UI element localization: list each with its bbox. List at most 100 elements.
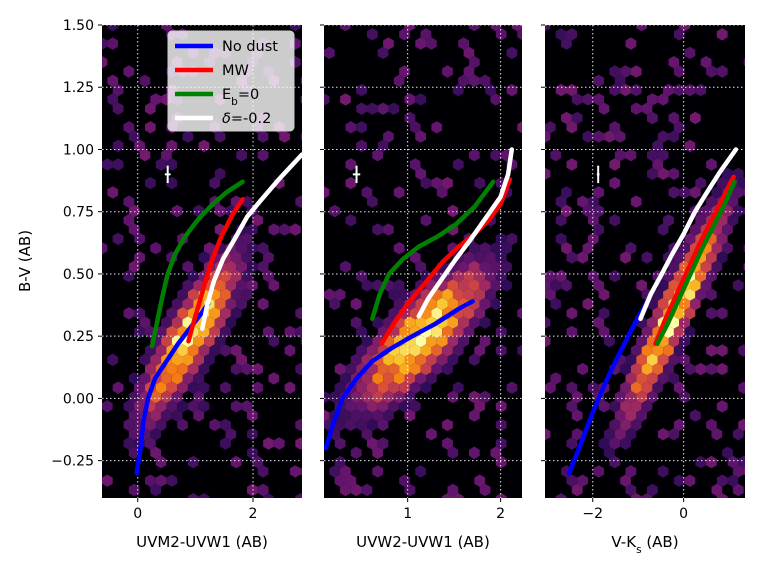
density-hexbin	[350, 316, 362, 329]
density-hexbin	[684, 325, 696, 339]
density-hexbin	[182, 260, 194, 273]
density-hexbin	[324, 288, 335, 301]
density-hexbin	[679, 186, 690, 199]
density-hexbin	[604, 130, 615, 143]
density-hexbin	[684, 474, 696, 487]
density-hexbin	[506, 381, 518, 394]
density-hexbin	[150, 353, 162, 366]
density-hexbin	[166, 400, 178, 413]
density-hexbin	[668, 260, 680, 273]
density-hexbin	[695, 455, 707, 469]
density-hexbin	[123, 269, 135, 283]
density-hexbin	[171, 372, 183, 385]
density-hexbin	[679, 390, 690, 404]
density-hexbin	[517, 307, 522, 320]
density-hexbin	[495, 418, 507, 432]
density-hexbin	[609, 158, 621, 171]
density-hexbin	[214, 279, 226, 292]
density-hexbin	[263, 269, 274, 283]
density-hexbin	[209, 325, 221, 339]
density-hexbin	[614, 409, 626, 422]
density-hexbin	[356, 400, 367, 413]
density-hexbin	[166, 158, 178, 171]
density-hexbin	[420, 28, 432, 41]
density-hexbin	[128, 446, 140, 459]
density-hexbin	[620, 362, 631, 376]
density-hexbin	[289, 465, 301, 478]
density-hexbin	[625, 428, 637, 441]
density-hexbin	[329, 297, 341, 311]
density-hexbin	[566, 474, 578, 487]
density-hexbin	[469, 390, 480, 404]
density-hexbin	[663, 269, 674, 283]
density-hexbin	[209, 344, 221, 357]
density-hexbin	[479, 242, 491, 255]
density-hexbin	[593, 93, 605, 106]
density-hexbin	[252, 214, 264, 227]
density-hexbin	[598, 400, 610, 413]
density-hexbin	[123, 121, 135, 134]
density-hexbin	[690, 409, 701, 422]
density-hexbin	[620, 418, 631, 432]
density-hexbin	[166, 474, 178, 487]
density-hexbin	[257, 130, 269, 143]
density-hexbin	[236, 297, 247, 311]
density-hexbin	[716, 400, 728, 413]
density-hexbin	[247, 223, 258, 236]
density-hexbin	[377, 437, 389, 450]
density-hexbin	[550, 149, 562, 162]
density-hexbin	[641, 251, 653, 264]
density-hexbin	[345, 474, 357, 487]
density-hexbin	[198, 362, 210, 376]
density-hexbin	[340, 260, 351, 273]
density-hexbin	[279, 223, 290, 236]
density-hexbin	[247, 409, 258, 422]
density-hexbin	[409, 158, 421, 171]
density-hexbin	[679, 25, 690, 32]
density-hexbin	[706, 251, 717, 264]
density-hexbin	[452, 269, 464, 283]
density-hexbin	[123, 65, 135, 78]
density-hexbin	[128, 260, 140, 273]
density-hexbin	[356, 102, 367, 115]
density-hexbin	[350, 390, 362, 404]
density-hexbin	[447, 446, 459, 459]
density-hexbin	[279, 130, 290, 143]
density-hexbin	[636, 335, 647, 348]
density-hexbin	[469, 409, 480, 422]
density-hexbin	[284, 325, 296, 339]
density-hexbin	[679, 353, 690, 366]
density-hexbin	[340, 483, 351, 497]
density-hexbin	[469, 25, 480, 32]
density-hexbin	[545, 269, 556, 283]
y-tick-label: 1.00	[63, 142, 94, 158]
density-hexbin	[128, 390, 140, 404]
density-hexbin	[663, 344, 674, 357]
density-hexbin	[247, 483, 258, 497]
density-hexbin	[324, 186, 330, 199]
density-hexbin	[490, 279, 502, 292]
density-hexbin	[501, 260, 512, 273]
density-hexbin	[625, 242, 637, 255]
density-hexbin	[588, 269, 599, 283]
density-hexbin	[566, 121, 578, 134]
y-tick-label: 0.25	[63, 329, 94, 345]
density-hexbin	[690, 297, 701, 311]
density-hexbin	[722, 242, 733, 255]
density-hexbin	[668, 111, 680, 125]
density-hexbin	[706, 195, 717, 208]
density-hexbin	[657, 130, 669, 143]
density-hexbin	[636, 409, 647, 422]
density-hexbin	[182, 372, 194, 385]
density-hexbin	[620, 381, 631, 394]
density-hexbin	[177, 307, 188, 320]
density-hexbin	[409, 344, 421, 357]
density-hexbin	[345, 176, 357, 190]
density-hexbin	[268, 335, 280, 348]
density-hexbin	[182, 130, 194, 143]
density-hexbin	[641, 344, 653, 357]
density-hexbin	[139, 74, 151, 87]
density-hexbin	[609, 400, 621, 413]
density-hexbin	[356, 121, 367, 134]
density-hexbin	[236, 279, 247, 292]
